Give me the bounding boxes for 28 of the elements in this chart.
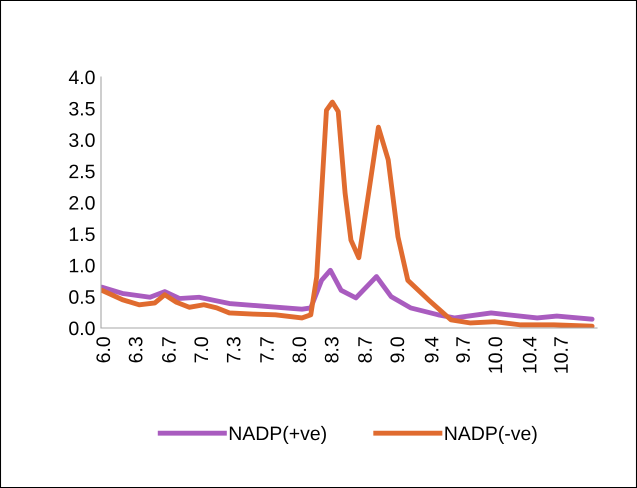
x-tick-label: 6.3: [128, 337, 142, 362]
x-tick-label: 6.0: [96, 337, 110, 362]
legend-label: NADP(-ve): [445, 426, 537, 444]
x-tick-label: 10.4: [522, 336, 537, 373]
line-series: [101, 268, 595, 322]
x-tick-label: 7.0: [194, 337, 208, 362]
y-tick-label: 3.0: [69, 133, 95, 147]
y-tick-label: 0.0: [69, 321, 95, 336]
x-tick-label: 10.0: [488, 337, 502, 373]
y-tick-label: 2.5: [69, 164, 95, 178]
x-tick-label: 8.0: [292, 337, 306, 363]
x-tick-label: 8.7: [358, 337, 372, 363]
x-tick-label: 9.7: [456, 337, 470, 362]
x-tick-label: 9.0: [390, 337, 404, 362]
y-tick-label: 0.5: [69, 290, 95, 304]
line-series: [101, 100, 595, 328]
x-tick-label: 6.7: [162, 337, 176, 362]
x-tick-label: 9.4: [424, 336, 439, 362]
x-tick-label: 8.3: [324, 337, 339, 363]
y-tick-label: 1.5: [70, 228, 95, 242]
legend-label: NADP(+ve): [230, 426, 326, 444]
y-tick-label: 2.0: [69, 196, 95, 210]
x-tick-label: 10.7: [554, 337, 568, 373]
x-tick-label: 7.7: [260, 337, 274, 362]
y-tick-label: 4.0: [68, 70, 95, 84]
y-tick-label: 1.0: [70, 258, 95, 272]
x-tick-label: 7.3: [226, 337, 241, 362]
y-tick-label: 3.5: [69, 102, 95, 116]
